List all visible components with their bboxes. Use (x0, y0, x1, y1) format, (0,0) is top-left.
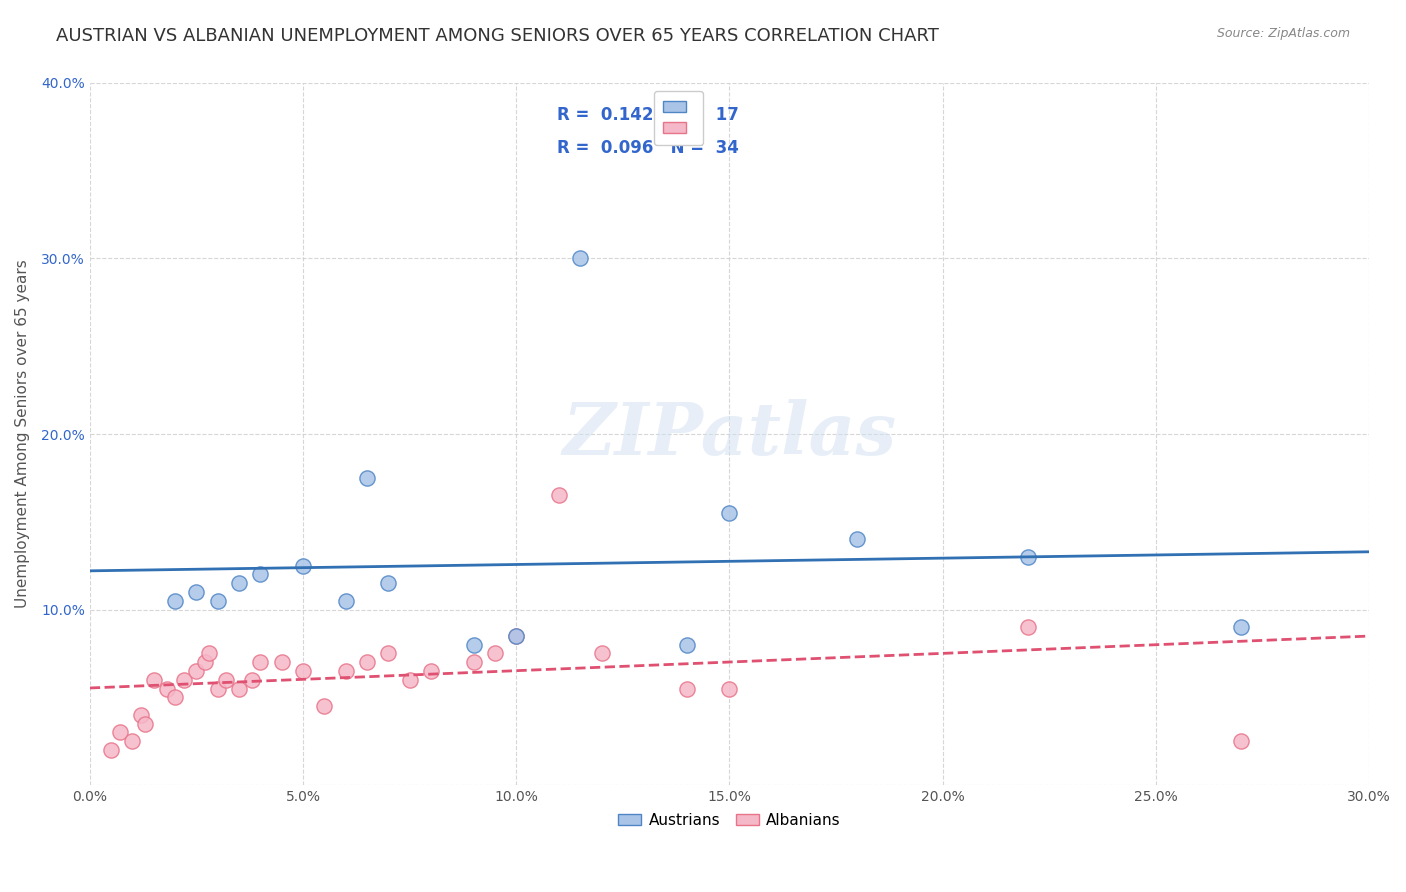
Point (292, 558, 315, 573)
Point (198, 647, 221, 661)
Point (228, 576, 250, 591)
Point (676, 681, 699, 696)
Point (335, 594, 357, 608)
Point (134, 716, 156, 731)
Point (194, 655, 217, 669)
Text: ZIPatlas: ZIPatlas (562, 399, 897, 469)
Point (173, 673, 195, 687)
Point (335, 664, 357, 678)
Point (1230, 734, 1253, 748)
Point (186, 664, 208, 678)
Text: R =  0.096   N =  34: R = 0.096 N = 34 (557, 138, 738, 156)
Point (676, 638, 699, 652)
Text: R =  0.142   N =  17: R = 0.142 N = 17 (557, 105, 738, 123)
Point (129, 707, 152, 722)
Point (356, 655, 378, 669)
Point (569, 252, 592, 266)
Point (186, 585, 208, 599)
Point (108, 725, 131, 739)
Point (377, 647, 399, 661)
Point (165, 690, 187, 705)
Point (314, 699, 336, 714)
Point (356, 471, 378, 485)
Point (377, 576, 399, 591)
Point (1017, 549, 1039, 564)
Point (420, 664, 443, 678)
Point (215, 673, 238, 687)
Point (155, 681, 177, 696)
Point (292, 664, 315, 678)
Point (121, 734, 143, 748)
Point (240, 673, 263, 687)
Point (505, 629, 527, 643)
Point (249, 655, 271, 669)
Point (718, 681, 741, 696)
Point (484, 647, 506, 661)
Point (718, 506, 741, 520)
Point (100, 743, 122, 757)
Point (228, 681, 250, 696)
Y-axis label: Unemployment Among Seniors over 65 years: Unemployment Among Seniors over 65 years (15, 260, 30, 608)
Point (207, 594, 229, 608)
Point (165, 594, 187, 608)
Point (463, 638, 485, 652)
Legend: Austrians, Albanians: Austrians, Albanians (612, 806, 846, 834)
Point (846, 533, 869, 547)
Point (207, 681, 229, 696)
Point (463, 655, 485, 669)
Point (142, 673, 165, 687)
Point (398, 673, 420, 687)
Point (1017, 620, 1039, 634)
Point (591, 647, 613, 661)
Point (505, 629, 527, 643)
Text: AUSTRIAN VS ALBANIAN UNEMPLOYMENT AMONG SENIORS OVER 65 YEARS CORRELATION CHART: AUSTRIAN VS ALBANIAN UNEMPLOYMENT AMONG … (56, 27, 939, 45)
Point (249, 567, 271, 582)
Point (1230, 620, 1253, 634)
Text: Source: ZipAtlas.com: Source: ZipAtlas.com (1216, 27, 1350, 40)
Point (548, 488, 571, 502)
Point (270, 655, 292, 669)
